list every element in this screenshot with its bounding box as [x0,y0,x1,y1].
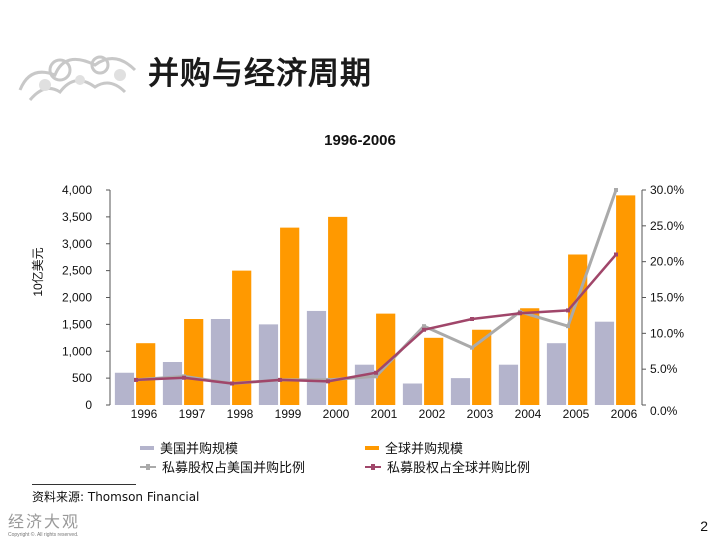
right-axis-ticks: 0.0% 5.0% 10.0% 15.0% 20.0% 25.0% 30.0% [642,183,684,418]
point-global-pe-share [518,311,522,316]
x-tick-label: 2002 [419,407,446,421]
bar-us [210,319,231,405]
legend-label-us-line: 私募股权占美国并购比例 [162,461,306,476]
bar-us [114,372,135,405]
legend-global-bar: 全球并购规模 [365,438,463,457]
legend-swatch-global-line [365,463,381,470]
point-global-pe-share [230,381,234,386]
bar-global [520,308,540,405]
point-global-pe-share [566,308,570,313]
y2-tick-label: 5.0% [650,362,678,376]
x-axis-ticks: 1996 1997 1998 1999 2000 2001 2002 2003 2004 2005… [131,407,638,421]
point-global-pe-share [182,375,186,380]
cloud-ornament-icon [18,55,137,101]
y-tick-label: 1,500 [62,317,92,331]
bar-global [376,313,396,405]
y-tick-label: 4,000 [62,183,92,197]
x-tick-label: 2005 [563,407,590,421]
footer-logo: 经济大观 Copyright ©. All rights reserved. [8,508,138,538]
x-tick-label: 1999 [275,407,302,421]
x-tick-label: 2006 [611,407,638,421]
point-us-pe-share [614,188,618,192]
footer-copyright: Copyright ©. All rights reserved. [8,532,79,538]
bar-global [232,270,252,405]
y2-tick-label: 15.0% [650,291,684,305]
bar-global [616,195,636,405]
line-us-pe-share [135,189,618,386]
point-global-pe-share [134,377,138,382]
x-tick-label: 2003 [467,407,494,421]
left-axis-ticks: 0 500 1,000 1,500 2,000 2,500 3,000 3,500 4,000 [62,183,110,412]
y2-tick-label: 30.0% [650,183,684,197]
point-global-pe-share [326,379,330,384]
point-global-pe-share [278,377,282,382]
bar-global [184,319,204,405]
point-us-pe-share [566,324,570,329]
y2-tick-label: 0.0% [650,404,678,418]
x-tick-label: 2004 [515,407,542,421]
point-us-pe-share [470,345,474,350]
source-divider [32,484,136,485]
y2-tick-label: 25.0% [650,219,684,233]
x-tick-label: 2000 [323,407,350,421]
x-tick-label: 1997 [179,407,206,421]
bar-us [162,362,183,405]
chart-title: 1996-2006 [324,132,396,149]
legend-global-line: 私募股权占全球并购比例 [365,457,530,476]
legend-swatch-us-line [140,463,156,470]
y-tick-label: 3,500 [62,210,92,224]
point-global-pe-share [374,370,378,375]
legend-label-global-line: 私募股权占全球并购比例 [387,461,531,476]
y2-tick-label: 20.0% [650,255,684,269]
x-tick-label: 1998 [227,407,254,421]
point-us-pe-share [374,374,378,379]
y-tick-label: 500 [72,371,92,385]
bar-us [354,364,375,405]
bar-global [424,337,444,405]
y-tick-label: 3,000 [62,237,92,251]
point-global-pe-share [470,317,474,321]
footer-brand: 经济大观 [8,512,81,531]
bars [114,195,636,405]
y-tick-label: 1,000 [62,344,92,358]
bar-global [280,227,300,405]
legend-us-bar: 美国并购规模 [140,438,238,457]
y-axis-label: 10亿美元 [30,247,45,296]
y2-tick-label: 10.0% [650,326,684,340]
lines [134,188,618,386]
y-tick-label: 2,500 [62,264,92,278]
bar-us [450,378,471,405]
bar-us [402,383,423,405]
legend-us-line: 私募股权占美国并购比例 [140,457,305,476]
y-tick-label: 0 [85,398,92,412]
bar-global [328,216,348,405]
x-tick-label: 2001 [371,407,398,421]
legend-label-us-bar: 美国并购规模 [160,442,239,457]
page-number: 2 [700,518,708,534]
bar-us [594,321,615,405]
slide-title: 并购与经济周期 [148,56,372,92]
legend-swatch-us-bar [140,445,154,450]
point-us-pe-share [422,324,426,329]
bar-us [306,310,327,405]
source-note: 资料来源: Thomson Financial [32,490,200,504]
bar-us [498,364,519,405]
bar-global [472,329,492,405]
point-global-pe-share [422,327,426,332]
x-tick-label: 1996 [131,407,158,421]
bar-us [546,343,567,405]
point-global-pe-share [614,252,618,257]
bar-global [136,343,156,405]
y-tick-label: 2,000 [62,291,92,305]
bar-us [258,324,279,405]
legend-swatch-global-bar [365,445,379,450]
legend-label-global-bar: 全球并购规模 [385,442,464,457]
